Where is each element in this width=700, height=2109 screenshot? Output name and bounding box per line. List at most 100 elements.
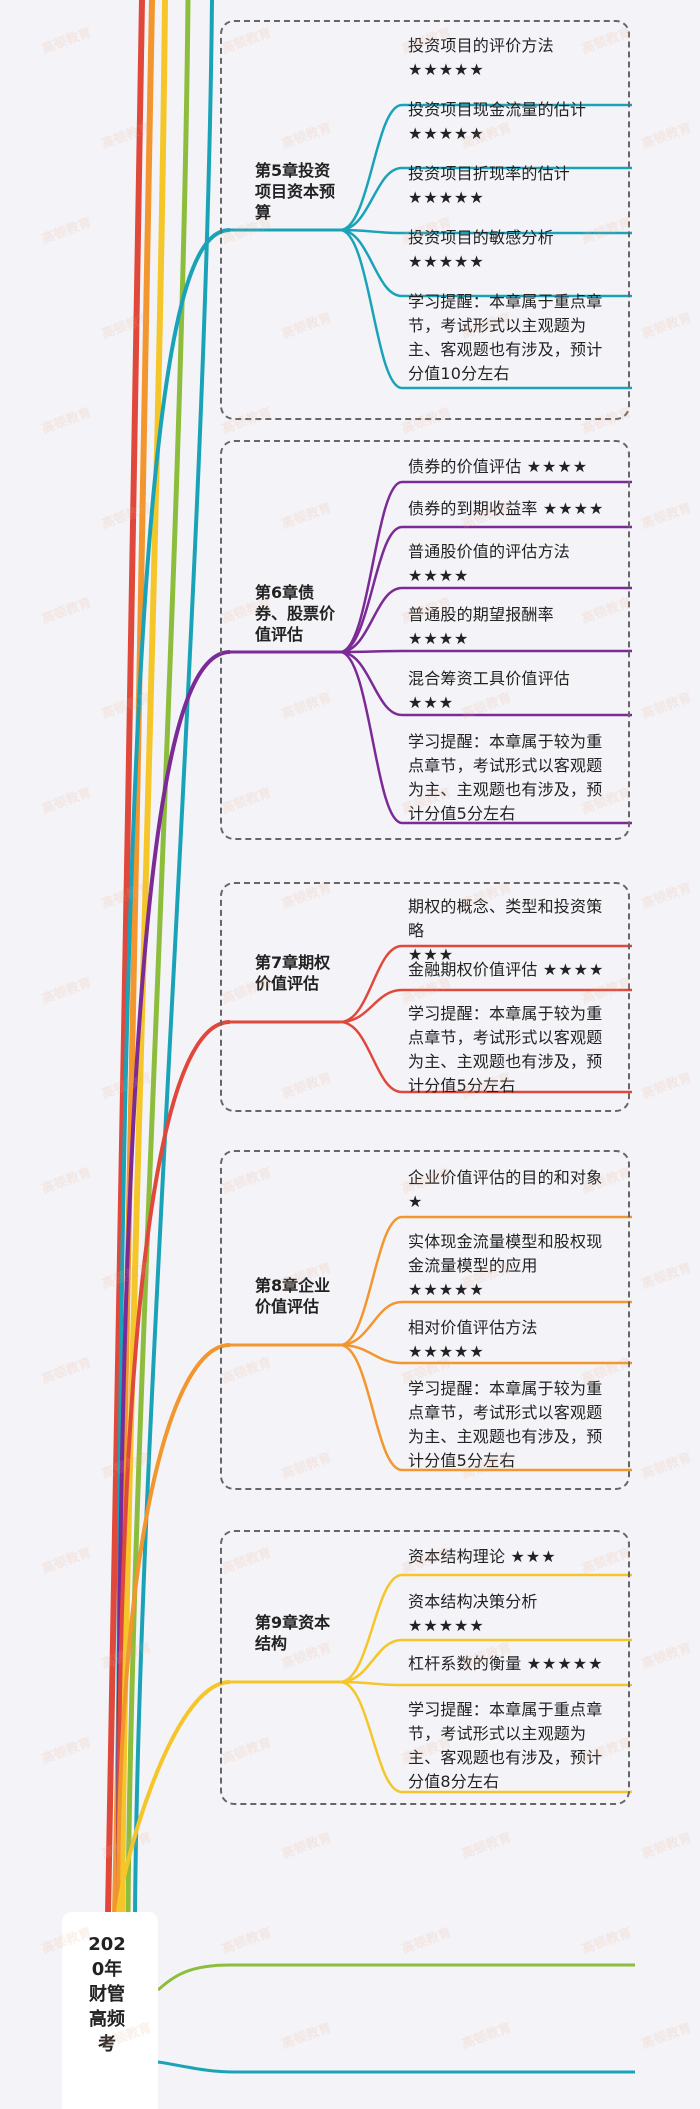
topic-text: 资本结构理论 <box>408 1547 506 1566</box>
root-title: 2020年财管高频考 <box>88 1934 126 2055</box>
topic-text: 实体现金流量模型和股权现金流量模型的应用 <box>408 1232 603 1275</box>
topic-ch9-1[interactable]: 资本结构决策分析 ★★★★★ <box>408 1590 608 1638</box>
topic-text: 金融期权价值评估 <box>408 960 538 979</box>
topic-ch5-0[interactable]: 投资项目的评价方法 ★★★★★ <box>408 34 608 82</box>
topic-connector <box>339 1638 632 1684</box>
topic-connector <box>339 988 632 1024</box>
chapter-title-ch5[interactable]: 第5章投资项目资本预算 <box>255 161 336 222</box>
topic-text: 投资项目折现率的估计 <box>408 164 571 183</box>
topic-text: 债券的到期收益率 <box>408 499 538 518</box>
topic-stars: ★★★★ <box>526 457 589 476</box>
topic-text: 债券的价值评估 <box>408 457 522 476</box>
topic-ch9-2[interactable]: 杠杆系数的衡量 ★★★★★ <box>408 1652 608 1676</box>
topic-text: 资本结构决策分析 <box>408 1592 538 1611</box>
topic-connector <box>339 166 632 232</box>
topic-ch5-3[interactable]: 投资项目的敏感分析 ★★★★★ <box>408 226 608 274</box>
topic-stars: ★★★ <box>408 945 455 964</box>
topic-connector <box>339 649 632 654</box>
topic-text: 学习提醒：本章属于较为重点章节，考试形式以客观题为主、主观题也有涉及，预计分值5… <box>408 1004 603 1095</box>
topic-text: 学习提醒：本章属于较为重点章节，考试形式以客观题为主、主观题也有涉及，预计分值5… <box>408 732 603 823</box>
topic-text: 企业价值评估的目的和对象 <box>408 1168 603 1187</box>
topic-connector <box>339 1573 632 1684</box>
root-node[interactable] <box>62 1912 158 2109</box>
root-branch-green <box>157 1963 635 1992</box>
topic-connector <box>339 228 632 298</box>
topic-text: 杠杆系数的衡量 <box>408 1654 522 1673</box>
topic-ch8-0[interactable]: 企业价值评估的目的和对象 ★ <box>408 1166 608 1214</box>
topic-connector <box>339 1343 632 1472</box>
chapter-title-ch8[interactable]: 第8章企业价值评估 <box>255 1276 331 1316</box>
topic-connector <box>339 1215 632 1347</box>
chapter-box-ch7 <box>220 882 630 1112</box>
topic-ch6-5[interactable]: 学习提醒：本章属于较为重点章节，考试形式以客观题为主、主观题也有涉及，预计分值5… <box>408 730 608 826</box>
topic-ch5-2[interactable]: 投资项目折现率的估计 ★★★★★ <box>408 162 608 210</box>
branch-ch5 <box>116 228 231 1916</box>
topic-connector <box>339 228 632 390</box>
topic-ch5-1[interactable]: 投资项目现金流量的估计 ★★★★★ <box>408 98 608 146</box>
topic-stars: ★★★★ <box>408 629 470 648</box>
topic-text: 学习提醒：本章属于重点章节，考试形式以主观题为主、客观题也有涉及，预计分值8分左… <box>408 1700 603 1791</box>
topic-ch8-1[interactable]: 实体现金流量模型和股权现金流量模型的应用 ★★★★★ <box>408 1230 608 1302</box>
topic-text: 投资项目现金流量的估计 <box>408 100 587 119</box>
topic-stars: ★★★★ <box>542 499 605 518</box>
topic-ch6-1[interactable]: 债券的到期收益率 ★★★★ <box>408 497 608 521</box>
topic-connector <box>339 1680 632 1794</box>
topic-ch6-3[interactable]: 普通股的期望报酬率 ★★★★ <box>408 603 608 651</box>
topic-stars: ★★★★★ <box>408 1280 485 1299</box>
chapter-box-ch6 <box>220 440 630 840</box>
topic-stars: ★★★★★ <box>408 188 485 207</box>
topic-stars: ★★★★★ <box>526 1654 604 1673</box>
topic-ch6-4[interactable]: 混合筹资工具价值评估 ★★★ <box>408 667 608 715</box>
topic-ch9-0[interactable]: 资本结构理论 ★★★ <box>408 1545 608 1569</box>
topic-ch9-3[interactable]: 学习提醒：本章属于重点章节，考试形式以主观题为主、客观题也有涉及，预计分值8分左… <box>408 1698 608 1794</box>
chapter-title-ch7[interactable]: 第7章期权价值评估 <box>255 953 331 993</box>
branch-ch8 <box>116 1343 231 1916</box>
topic-ch6-2[interactable]: 普通股价值的评估方法 ★★★★ <box>408 540 608 588</box>
chapter-box-ch9 <box>220 1530 630 1805</box>
chapter-box-ch5 <box>220 20 630 420</box>
topic-connector <box>339 103 632 232</box>
chapter-title-ch9[interactable]: 第9章资本结构 <box>255 1613 331 1653</box>
topic-stars: ★★★★★ <box>408 60 485 79</box>
root-branch-teal <box>157 2060 635 2074</box>
topic-stars: ★★★★ <box>408 566 470 585</box>
topic-text: 混合筹资工具价值评估 <box>408 669 571 688</box>
topic-stars: ★★★ <box>408 693 455 712</box>
topic-stars: ★★★★★ <box>408 1342 485 1361</box>
chapter-box-ch8 <box>220 1150 630 1490</box>
topic-text: 期权的概念、类型和投资策略 <box>408 897 603 940</box>
topic-stars: ★ <box>408 1192 424 1211</box>
topic-ch7-0[interactable]: 期权的概念、类型和投资策略 ★★★ <box>408 895 608 967</box>
stem-line-0 <box>105 0 145 1918</box>
topic-ch7-1[interactable]: 金融期权价值评估 ★★★★ <box>408 958 608 982</box>
topic-connector <box>339 525 632 654</box>
topic-stars: ★★★ <box>510 1547 557 1566</box>
topic-connector <box>339 944 632 1024</box>
branch-ch7 <box>116 1020 231 1916</box>
topic-connector <box>339 650 632 717</box>
topic-ch7-2[interactable]: 学习提醒：本章属于较为重点章节，考试形式以客观题为主、主观题也有涉及，预计分值5… <box>408 1002 608 1098</box>
topic-stars: ★★★★★ <box>408 1616 485 1635</box>
topic-stars: ★★★★★ <box>408 252 485 271</box>
stem-line-3 <box>125 0 191 1918</box>
topic-connector <box>339 1020 632 1094</box>
topic-connector <box>339 228 632 235</box>
topic-text: 相对价值评估方法 <box>408 1318 538 1337</box>
topic-ch5-4[interactable]: 学习提醒：本章属于重点章节，考试形式以主观题为主、客观题也有涉及，预计分值10分… <box>408 290 608 386</box>
topic-text: 投资项目的评价方法 <box>408 36 554 55</box>
stem-line-4 <box>133 0 214 1917</box>
branch-ch9 <box>116 1680 231 1916</box>
topic-ch8-3[interactable]: 学习提醒：本章属于较为重点章节，考试形式以客观题为主、主观题也有涉及，预计分值5… <box>408 1377 608 1473</box>
topic-connector <box>339 480 632 654</box>
chapter-title-ch6[interactable]: 第6章债券、股票价值评估 <box>255 583 336 644</box>
branch-ch6 <box>116 650 231 1916</box>
topic-text: 学习提醒：本章属于较为重点章节，考试形式以客观题为主、主观题也有涉及，预计分值5… <box>408 1379 603 1470</box>
topic-text: 普通股价值的评估方法 <box>408 542 571 561</box>
topic-connector <box>339 586 632 654</box>
topic-stars: ★★★★ <box>542 960 605 979</box>
topic-ch8-2[interactable]: 相对价值评估方法 ★★★★★ <box>408 1316 608 1364</box>
topic-connector <box>339 1300 632 1347</box>
topic-ch6-0[interactable]: 债券的价值评估 ★★★★ <box>408 455 608 479</box>
topic-connector <box>339 650 632 825</box>
